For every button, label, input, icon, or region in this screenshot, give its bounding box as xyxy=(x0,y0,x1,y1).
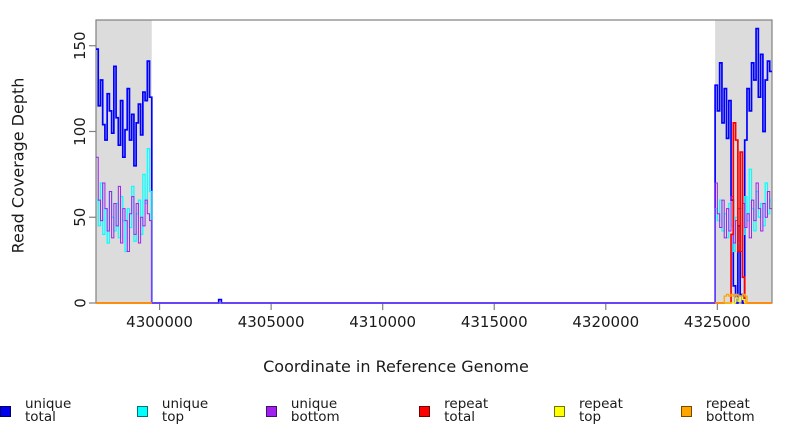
legend-label: repeat bottom xyxy=(705,395,755,425)
plot-canvas: 0 50 100 150 4300000 4305000 4310000 4315000 432… xyxy=(71,19,773,331)
y-tick-label: 0 xyxy=(71,298,89,308)
legend-swatch-icon xyxy=(419,405,431,417)
legend-label: unique top xyxy=(161,395,209,425)
shaded-region xyxy=(96,20,152,303)
legend-item-unique-total: unique total xyxy=(0,395,97,425)
y-tick-label: 50 xyxy=(71,208,89,227)
legend-swatch-icon xyxy=(553,405,565,417)
x-tick-label: 4300000 xyxy=(126,313,193,331)
x-axis-title: Coordinate in Reference Genome xyxy=(263,357,529,376)
series-repeat-bottom xyxy=(715,293,772,304)
y-axis-title: Read Coverage Depth xyxy=(8,77,28,254)
legend-swatch-icon xyxy=(265,405,277,417)
legend-label: unique bottom xyxy=(290,395,340,425)
legend-swatch-icon xyxy=(0,405,11,417)
y-tick-label: 150 xyxy=(71,31,89,60)
coverage-chart: 0 50 100 150 4300000 4305000 4310000 4315000 432… xyxy=(8,19,773,376)
x-tick-label: 4315000 xyxy=(461,313,528,331)
x-tick-label: 4310000 xyxy=(349,313,416,331)
legend-item-unique-top: unique top xyxy=(136,395,226,425)
legend-label: repeat total xyxy=(444,395,489,425)
series-unique-bottom xyxy=(96,156,772,304)
legend-item-repeat-total: repeat total xyxy=(419,395,514,425)
legend-swatch-icon xyxy=(136,405,148,417)
legend-label: repeat top xyxy=(578,395,623,425)
legend: unique total unique top unique bottom repea… xyxy=(0,395,792,425)
legend-item-repeat-bottom: repeat bottom xyxy=(680,395,792,425)
plot-frame xyxy=(95,19,773,304)
series-unique-top xyxy=(96,148,772,304)
series-unique-total xyxy=(96,27,772,304)
legend-item-unique-bottom: unique bottom xyxy=(265,395,379,425)
x-tick-label: 4305000 xyxy=(238,313,305,331)
x-tick-label: 4325000 xyxy=(684,313,751,331)
legend-item-repeat-top: repeat top xyxy=(553,395,641,425)
y-tick-label: 100 xyxy=(71,117,89,146)
legend-label: unique total xyxy=(25,395,72,425)
legend-swatch-icon xyxy=(680,405,692,417)
x-tick-label: 4320000 xyxy=(572,313,639,331)
